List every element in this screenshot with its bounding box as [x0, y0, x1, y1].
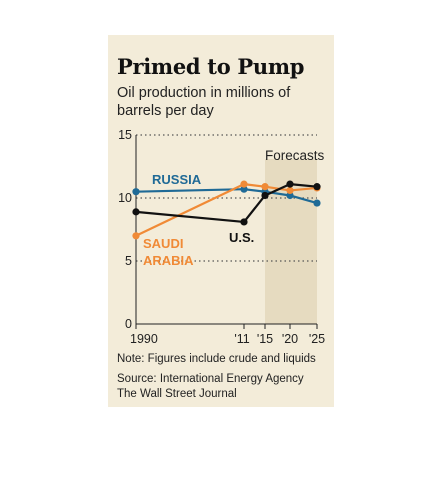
data-point-russia — [286, 191, 294, 200]
chart-subtitle: Oil production in millions of barrels pe… — [117, 85, 291, 119]
label-saudi: SAUDI — [143, 236, 183, 251]
source-line: Source: International Energy Agency — [117, 373, 304, 385]
x-tick-label: '11 — [234, 332, 249, 346]
data-point-us — [132, 208, 140, 216]
data-point-saudi-arabia — [286, 186, 294, 195]
data-point-saudi-arabia — [240, 180, 248, 188]
data-point-russia — [313, 199, 321, 207]
data-point-russia — [132, 188, 140, 196]
data-point-us — [313, 183, 321, 191]
label-russia: RUSSIA — [152, 172, 202, 187]
credit-line: The Wall Street Journal — [117, 388, 237, 400]
x-tick-label: '25 — [309, 332, 325, 346]
data-point-us — [261, 191, 269, 200]
y-tick-label: 10 — [118, 191, 132, 205]
y-tick-label: 15 — [118, 128, 132, 142]
y-tick-label: 0 — [125, 317, 132, 331]
data-point-saudi-arabia — [132, 232, 140, 240]
x-tick-label: '20 — [282, 332, 298, 346]
y-tick-label: 5 — [125, 254, 132, 268]
x-tick-label: 1990 — [130, 332, 158, 346]
x-tick-label: '15 — [257, 332, 273, 346]
data-point-saudi-arabia — [261, 183, 269, 191]
data-point-us — [240, 218, 248, 226]
chart-source: Source: International Energy Agency The … — [117, 372, 304, 402]
label-arabia: ARABIA — [143, 253, 194, 268]
data-point-russia — [240, 185, 248, 193]
chart-note: Note: Figures include crude and liquids — [117, 353, 316, 365]
label-us: U.S. — [229, 230, 254, 245]
data-point-us — [286, 180, 294, 188]
forecast-label: Forecasts — [265, 148, 325, 163]
chart-title: Primed to Pump — [117, 54, 305, 79]
